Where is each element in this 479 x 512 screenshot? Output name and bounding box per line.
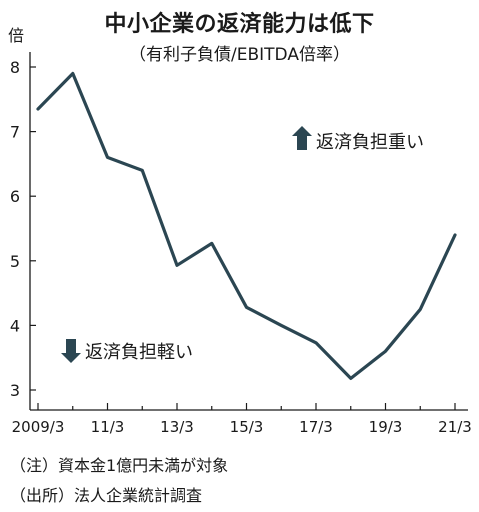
y-ticks: 3 4 5 6 7 8: [10, 58, 36, 400]
up-arrow-icon: [292, 126, 312, 150]
y-axis-unit: 倍: [8, 26, 25, 45]
footnote: （注）資本金1億円未満が対象: [10, 456, 229, 475]
series-line: [36, 71, 457, 380]
x-tick-label: 19/3: [369, 418, 403, 436]
y-tick-label: 8: [10, 58, 20, 77]
source-note: （出所）法人企業統計調査: [10, 486, 203, 505]
chart-title: 中小企業の返済能力は低下: [104, 12, 375, 37]
series: [36, 71, 457, 380]
y-tick-label: 7: [10, 123, 20, 142]
annotation-light-label: 返済負担軽い: [85, 342, 193, 363]
x-tick-label: 11/3: [91, 418, 125, 436]
down-arrow-icon: [61, 339, 81, 363]
y-tick-label: 3: [10, 381, 20, 400]
y-tick-label: 6: [10, 187, 20, 206]
x-tick-label: 2009/3: [12, 418, 65, 436]
x-ticks: 2009/3 11/3 13/3 15/3 17/3 19/3 21/3: [12, 403, 472, 436]
y-tick-label: 5: [10, 252, 20, 271]
x-tick-label: 15/3: [230, 418, 264, 436]
x-tick-label: 21/3: [438, 418, 472, 436]
x-tick-label: 17/3: [299, 418, 333, 436]
y-tick-label: 4: [10, 316, 20, 335]
x-tick-label: 13/3: [160, 418, 194, 436]
annotation-heavy-label: 返済負担重い: [316, 132, 424, 153]
axes: [29, 52, 468, 411]
chart-subtitle: （有利子負債/EBITDA倍率）: [129, 45, 350, 65]
